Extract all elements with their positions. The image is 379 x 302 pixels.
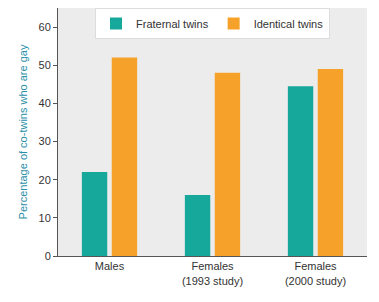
svg-text:30: 30 <box>39 135 51 147</box>
svg-text:50: 50 <box>39 59 51 71</box>
svg-text:Identical twins: Identical twins <box>254 18 324 30</box>
svg-text:Females(1993 study): Females(1993 study) <box>182 260 243 286</box>
svg-text:Males: Males <box>95 260 125 272</box>
svg-text:60: 60 <box>39 21 51 33</box>
svg-text:20: 20 <box>39 174 51 186</box>
svg-text:Fraternal twins: Fraternal twins <box>136 18 209 30</box>
svg-text:40: 40 <box>39 97 51 109</box>
svg-text:0: 0 <box>45 250 51 262</box>
svg-text:Females(2000 study): Females(2000 study) <box>285 260 346 286</box>
svg-text:Percentage of co-twins who are: Percentage of co-twins who are gay <box>17 44 29 219</box>
svg-text:10: 10 <box>39 212 51 224</box>
